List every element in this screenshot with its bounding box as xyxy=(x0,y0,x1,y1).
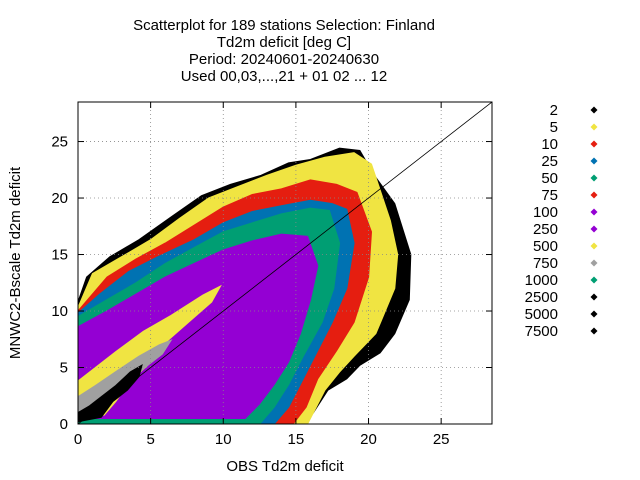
legend-marker xyxy=(590,123,598,131)
legend-label: 2 xyxy=(550,102,558,119)
legend-label: 1000 xyxy=(525,272,558,289)
legend-marker xyxy=(590,174,598,182)
one-to-one-line xyxy=(78,102,492,424)
chart-title-line: Td2m deficit [deg C] xyxy=(217,34,351,51)
y-tick-label: 5 xyxy=(60,360,68,377)
legend-label: 5000 xyxy=(525,306,558,323)
legend-marker xyxy=(590,310,598,318)
legend-marker xyxy=(590,208,598,216)
y-axis-label: MNWC2-Bscale Td2m deficit xyxy=(7,166,24,359)
legend-label: 50 xyxy=(541,170,558,187)
x-tick-label: 25 xyxy=(433,431,450,448)
y-tick-label: 25 xyxy=(51,134,68,151)
x-tick-label: 5 xyxy=(146,431,154,448)
chart-title-line: Period: 20240601-20240630 xyxy=(189,51,379,68)
legend-marker xyxy=(590,276,598,284)
legend-marker xyxy=(590,293,598,301)
legend-marker xyxy=(590,327,598,335)
legend-label: 100 xyxy=(533,204,558,221)
grid-lines xyxy=(78,102,492,424)
x-tick-label: 10 xyxy=(215,431,232,448)
diagonal-line xyxy=(78,102,492,424)
y-tick-label: 0 xyxy=(60,416,68,433)
legend-label: 5 xyxy=(550,119,558,136)
legend-label: 750 xyxy=(533,255,558,272)
x-axis-ticks: 0 5 10 15 20 25 xyxy=(74,102,450,448)
x-axis-label: OBS Td2m deficit xyxy=(226,458,344,475)
x-tick-label: 20 xyxy=(360,431,377,448)
density-band-2500 xyxy=(78,363,143,423)
chart-title-line: Used 00,03,...,21 + 01 02 ... 12 xyxy=(181,68,387,85)
legend-label: 250 xyxy=(533,221,558,238)
chart-title-line: Scatterplot for 189 stations Selection: … xyxy=(133,17,435,34)
chart-title: Scatterplot for 189 stations Selection: … xyxy=(133,17,435,85)
y-axis-ticks: 0 5 10 15 20 25 xyxy=(51,134,492,433)
plot-frame xyxy=(77,101,493,425)
x-tick-label: 0 xyxy=(74,431,82,448)
legend-label: 500 xyxy=(533,238,558,255)
legend-label: 25 xyxy=(541,153,558,170)
y-tick-label: 20 xyxy=(51,190,68,207)
legend-label: 10 xyxy=(541,136,558,153)
legend-label: 75 xyxy=(541,187,558,204)
legend-marker xyxy=(590,259,598,267)
legend-marker xyxy=(590,191,598,199)
legend-marker xyxy=(590,225,598,233)
y-tick-label: 15 xyxy=(51,247,68,264)
y-tick-label: 10 xyxy=(51,303,68,320)
legend-marker xyxy=(590,140,598,148)
density-bands xyxy=(78,147,412,424)
legend-label: 7500 xyxy=(525,323,558,340)
legend-marker xyxy=(590,242,598,250)
legend-marker xyxy=(590,106,598,114)
x-tick-label: 15 xyxy=(288,431,305,448)
legend-marker xyxy=(590,157,598,165)
legend-label: 2500 xyxy=(525,289,558,306)
